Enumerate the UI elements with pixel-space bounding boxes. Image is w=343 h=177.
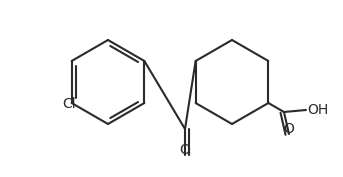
Text: OH: OH [307, 103, 328, 117]
Text: O: O [284, 122, 294, 136]
Text: Cl: Cl [63, 98, 76, 112]
Text: O: O [180, 143, 190, 157]
